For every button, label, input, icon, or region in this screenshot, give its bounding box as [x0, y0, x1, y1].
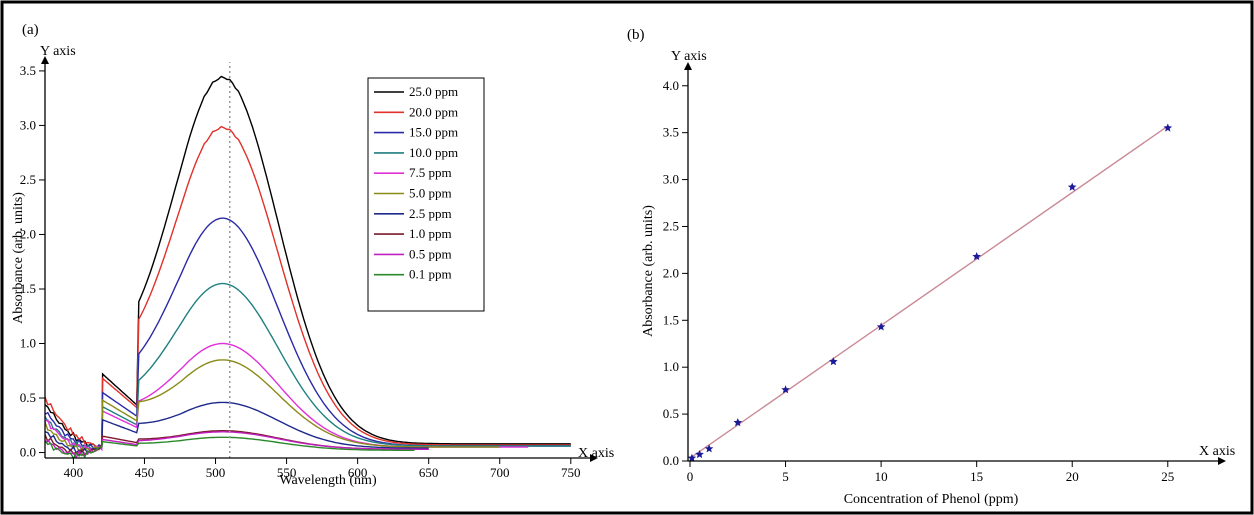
panel-b-data-point: [733, 418, 743, 427]
panel-b-x-label: Concentration of Phenol (ppm): [844, 492, 1019, 507]
panel-b-x-tick-label: 0: [687, 469, 694, 484]
panel-a-y-label: Absorbance (arb. units): [11, 192, 26, 324]
panel-b-data-point: [695, 449, 704, 459]
panel-b-x-tick-label: 15: [970, 469, 983, 484]
panel-b-data-point: [829, 357, 838, 366]
panel-a-series-line: [45, 431, 429, 459]
panel-b-data-point: [781, 385, 790, 394]
panel-b-data-point: [1163, 123, 1173, 132]
panel-a-legend-label: 7.5 ppm: [409, 165, 452, 180]
panel-b-y-tick-label: 3.0: [663, 172, 679, 187]
panel-b-y-tick-label: 0.0: [663, 453, 679, 468]
panel-b-y-tick-label: 1.0: [663, 359, 679, 374]
panel-a-legend-label: 10.0 ppm: [409, 145, 458, 160]
panel-a-legend-label: 25.0 ppm: [409, 84, 458, 99]
panel-b-y-tick-label: 2.0: [663, 265, 679, 280]
panel-a-y-tick-label: 0.0: [20, 445, 36, 460]
panel-b-x-arrow: [1218, 457, 1226, 465]
panel-a-ticks: 400 450 500 550 600 650 700 750 0.0 0.5 1.0 1.5 2.0 2…: [20, 63, 581, 480]
panel-a-x-tick-label: 700: [490, 465, 510, 480]
panel-b-data-point: [704, 444, 714, 453]
panel-b-data-point: [687, 453, 697, 462]
panel-b-y-tick-label: 4.0: [663, 78, 679, 93]
panel-b-x-tick-label: 10: [875, 469, 888, 484]
panel-b-x-tick-label: 20: [1066, 469, 1079, 484]
panel-a-legend-label: 20.0 ppm: [409, 104, 458, 119]
panel-a-x-tick-label: 500: [206, 465, 226, 480]
panel-a-x-tick-label: 400: [64, 465, 84, 480]
panel-b-y-tick-label: 1.5: [663, 312, 679, 327]
panel-b-y-arrow: [684, 62, 692, 70]
panel-b-data-point: [1067, 182, 1077, 191]
panel-b-data-point: [876, 322, 886, 331]
panel-b-y-tick-label: 2.5: [663, 218, 679, 233]
panel-b-data-point: [972, 252, 981, 261]
panel-a-series-line: [45, 125, 571, 448]
panel-b-x-tick-label: 5: [782, 469, 789, 484]
panel-b-y-axis-tag: Y axis: [671, 49, 707, 64]
panel-a-legend: 25.0 ppm 20.0 ppm 15.0 ppm 10.0 ppm 7.5 ppm 5…: [367, 77, 485, 312]
panel-a-x-tick-label: 650: [419, 465, 439, 480]
panel-b-y-label: Absorbance (arb. units): [641, 205, 656, 337]
panel-a-series-line: [45, 436, 415, 460]
panel-b-y-tick-label: 3.5: [663, 125, 679, 140]
panel-a-y-tick-label: 1.5: [20, 281, 36, 296]
panel-a-y-arrow: [41, 56, 49, 64]
panel-a-y-tick-label: 2.0: [20, 226, 36, 241]
panel-a-series-line: [45, 282, 571, 451]
panel-a-legend-label: 2.5 ppm: [409, 206, 452, 221]
panel-a-series-line: [45, 359, 500, 454]
panel-b: (b) Y axis X axis Concentration of Pheno…: [627, 27, 1235, 507]
panel-a-y-axis-tag: Y axis: [40, 44, 76, 59]
panel-b-y-tick-label: 0.5: [663, 406, 679, 421]
panel-a-x-arrow: [590, 454, 598, 462]
panel-a-legend-label: 0.1 ppm: [409, 267, 452, 282]
panel-a: (a) Y axis X axis Wavelength (nm) Absorb…: [11, 22, 614, 488]
panel-a-label: (a): [22, 22, 39, 38]
panel-a-legend-label: 1.0 ppm: [409, 226, 452, 241]
panel-a-x-tick-label: 450: [135, 465, 155, 480]
panel-a-legend-label: 15.0 ppm: [409, 125, 458, 140]
panel-a-x-label: Wavelength (nm): [279, 473, 377, 488]
panel-a-y-tick-label: 3.0: [20, 117, 36, 132]
panel-b-ticks: 0 5 10 15 20 25 0.0 0.5 1.0 1.5 2.0 2.5 3.0 3.5 4.0: [663, 78, 1175, 484]
panel-a-x-tick-label: 750: [561, 465, 581, 480]
panel-a-x-axis-tag: X axis: [578, 446, 614, 461]
panel-a-legend-label: 0.5 ppm: [409, 246, 452, 261]
panel-a-x-tick-label: 600: [348, 465, 368, 480]
panel-a-series-group: [45, 75, 571, 460]
panel-a-y-tick-label: 0.5: [20, 390, 36, 405]
panel-a-x-tick-label: 550: [277, 465, 297, 480]
panel-a-legend-label: 5.0 ppm: [409, 186, 452, 201]
panel-a-legend-entries: 25.0 ppm 20.0 ppm 15.0 ppm 10.0 ppm 7.5 ppm 5…: [374, 84, 458, 282]
panel-a-legend-box: [367, 77, 485, 312]
panel-a-series-line: [45, 75, 571, 449]
panel-b-fit-line: [689, 125, 1169, 459]
panel-b-points: [687, 123, 1173, 462]
panel-a-series-line: [45, 401, 429, 455]
panel-a-y-tick-label: 3.5: [20, 63, 36, 78]
panel-b-x-axis-tag: X axis: [1199, 444, 1235, 459]
panel-b-x-tick-label: 25: [1161, 469, 1174, 484]
panel-a-y-tick-label: 2.5: [20, 172, 36, 187]
panel-b-label: (b): [627, 27, 645, 43]
panel-a-y-tick-label: 1.0: [20, 336, 36, 351]
